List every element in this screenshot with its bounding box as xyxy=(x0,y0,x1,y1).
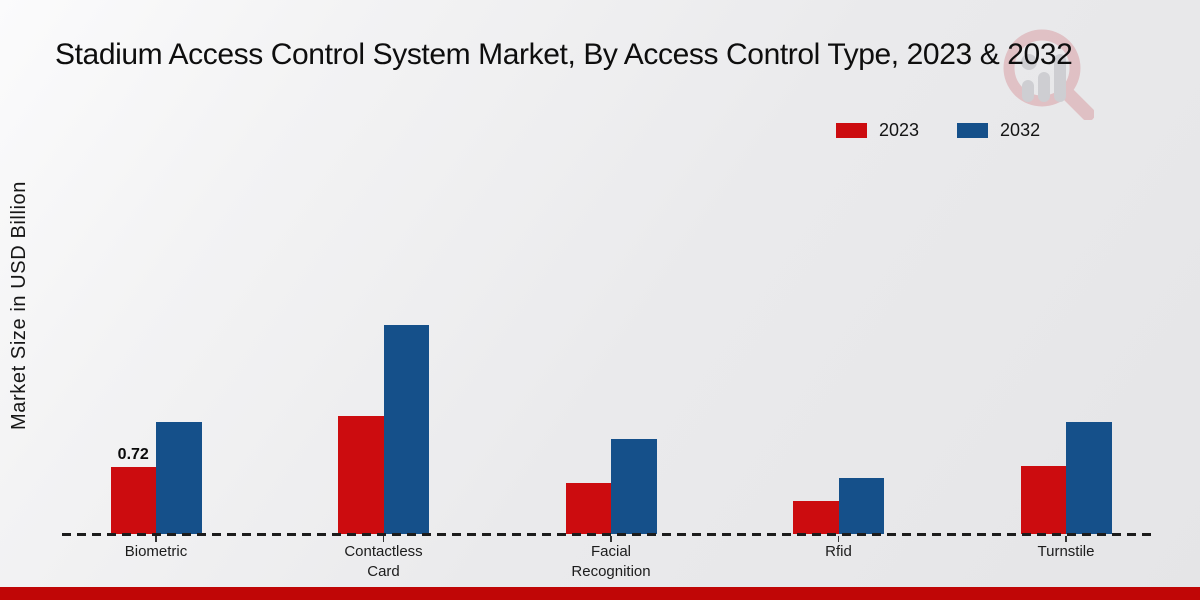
bar-2023-biometric xyxy=(110,467,156,534)
bar-2023-contactless-card xyxy=(338,415,384,534)
logo-dot xyxy=(1021,54,1037,70)
category-label-facial-recognition: Facial Recognition xyxy=(571,543,651,581)
legend-label: 2023 xyxy=(879,120,920,140)
category-label-biometric: Biometric xyxy=(124,543,188,560)
legend-label: 2032 xyxy=(1000,120,1041,140)
legend-item-2023: 2023 xyxy=(836,120,919,141)
legend-swatch-2023 xyxy=(836,123,867,138)
magnifier-handle xyxy=(1060,86,1095,121)
bottom-red-band xyxy=(0,587,1200,600)
x-axis-dashed-baseline xyxy=(62,533,1157,536)
category-label-rfid: Rfid xyxy=(825,543,852,560)
logo-bar-medium xyxy=(1038,72,1050,102)
category-label-turnstile: Turnstile xyxy=(1037,543,1095,560)
magnifier-bar-chart-logo-icon xyxy=(998,24,1095,121)
legend-swatch-2032 xyxy=(957,123,989,138)
legend-item-2032: 2032 xyxy=(957,120,1040,141)
x-axis-tick xyxy=(610,536,612,542)
logo-bar-tall xyxy=(1054,54,1066,102)
logo-bar-short xyxy=(1022,80,1034,102)
bar-2032-biometric xyxy=(156,422,202,534)
category-label-contactless-card: Contactless Card xyxy=(344,543,423,581)
bar-2032-facial-recognition xyxy=(611,439,657,534)
x-axis-tick xyxy=(1065,536,1067,542)
bar-2023-rfid xyxy=(793,501,839,534)
y-axis-label: Market Size in USD Billion xyxy=(8,180,30,430)
bar-2032-contactless-card xyxy=(383,324,429,534)
bar-2023-turnstile xyxy=(1020,466,1066,534)
bar-2023-facial-recognition xyxy=(565,482,611,534)
bar-value-label: 0.72 xyxy=(117,446,149,464)
chart-title: Stadium Access Control System Market, By… xyxy=(55,38,1073,71)
x-axis-tick xyxy=(155,536,157,542)
x-axis-tick xyxy=(837,536,840,542)
legend: 2023 2032 xyxy=(836,120,1040,141)
x-axis-tick xyxy=(382,536,385,542)
bar-2032-rfid xyxy=(838,478,884,534)
bar-2032-turnstile xyxy=(1066,422,1112,534)
